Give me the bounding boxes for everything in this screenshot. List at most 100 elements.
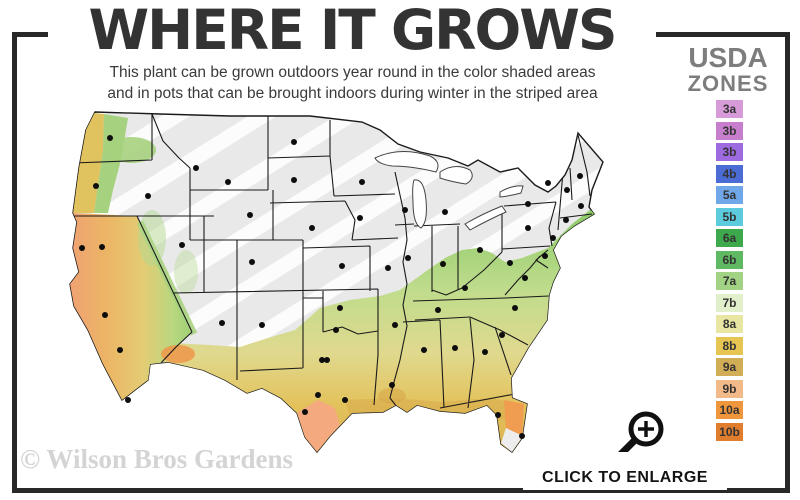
zone-chip-10b-15: 10b	[716, 422, 743, 441]
city-dot	[315, 392, 321, 398]
city-dot	[117, 347, 123, 353]
louisiana-gold	[378, 388, 406, 404]
subtitle-line-1: This plant can be grown outdoors year ro…	[109, 64, 596, 81]
city-dot	[385, 265, 391, 271]
city-dot	[563, 217, 569, 223]
city-dot	[389, 382, 395, 388]
city-dot	[421, 347, 427, 353]
zone-chip-4b-3: 4b	[716, 164, 743, 183]
city-dot	[577, 173, 583, 179]
watermark-copyright: © Wilson Bros Gardens	[20, 444, 293, 474]
city-dot	[179, 242, 185, 248]
click-to-enlarge-label: CLICK TO ENLARGE	[542, 469, 708, 486]
city-dot	[291, 139, 297, 145]
lake-superior	[374, 151, 439, 173]
zone-chip-6a-6: 6a	[716, 229, 743, 247]
city-dot	[339, 263, 345, 269]
zone-chip-9a-12: 9a	[716, 358, 743, 376]
city-dot	[507, 260, 513, 266]
zone-chip-3b-2: 3b	[716, 143, 743, 161]
city-dot	[309, 225, 315, 231]
zone-chip-5a-4: 5a	[716, 186, 743, 204]
lake-erie	[464, 205, 507, 231]
city-dot	[324, 357, 330, 363]
lake-huron	[439, 166, 473, 185]
state-borders	[72, 113, 593, 409]
city-dot	[578, 203, 584, 209]
city-dot	[522, 275, 528, 281]
zone-chip-9b-13: 9b	[716, 379, 743, 398]
city-dot	[357, 215, 363, 221]
central-wa-green	[108, 137, 156, 163]
city-dot	[442, 209, 448, 215]
city-dot	[550, 235, 556, 241]
utah-green	[174, 250, 198, 294]
idaho-green	[138, 210, 166, 266]
city-dot	[319, 357, 325, 363]
city-dot	[145, 193, 151, 199]
city-dot	[435, 307, 441, 313]
subtitle: This plant can be grown outdoors year ro…	[20, 62, 685, 104]
city-dot	[225, 179, 231, 185]
zone-chip-7b-9: 7b	[716, 293, 743, 312]
city-dot	[102, 312, 108, 318]
city-dot	[337, 305, 343, 311]
city-dot	[219, 320, 225, 326]
city-dot	[247, 212, 253, 218]
lake-michigan	[412, 179, 427, 229]
city-dot	[125, 397, 131, 403]
city-dot	[333, 327, 339, 333]
city-dot	[392, 322, 398, 328]
city-dot	[405, 255, 411, 261]
click-to-enlarge-button[interactable]: CLICK TO ENLARGE	[523, 452, 727, 490]
city-dots	[79, 135, 584, 439]
city-dot	[107, 135, 113, 141]
city-dot	[302, 409, 308, 415]
zone-chip-10a-14: 10a	[716, 401, 743, 419]
city-dot	[402, 207, 408, 213]
city-dot	[342, 397, 348, 403]
city-dot	[525, 225, 531, 231]
lake-ontario	[499, 185, 524, 198]
title-block: WHERE IT GROWS	[48, 0, 656, 60]
zone-chip-3b-1: 3b	[716, 121, 743, 140]
city-dot	[359, 179, 365, 185]
central-florida-orange	[504, 400, 524, 436]
city-dot	[477, 247, 483, 253]
zone-chip-3a-0: 3a	[716, 100, 743, 118]
city-dot	[93, 183, 99, 189]
legend-title-usda: USDA	[688, 42, 768, 73]
city-dot	[545, 180, 551, 186]
city-dot	[259, 322, 265, 328]
south-florida-pale	[501, 428, 523, 452]
zone-legend: 3a 3b 3b 4b 5a 5b 6a 6b 7a 7b 8a 8b 9a 9b 10a 10b	[716, 100, 743, 444]
legend-title: USDA ZONES	[678, 44, 778, 96]
nw-inland-green	[94, 114, 128, 213]
subtitle-line-2: and in pots that can be brought indoors …	[107, 85, 598, 102]
great-lakes	[374, 151, 524, 231]
zone-chip-7a-8: 7a	[716, 272, 743, 290]
city-dot	[99, 244, 105, 250]
city-dot	[79, 245, 85, 251]
page-title: WHERE IT GROWS	[88, 0, 618, 62]
city-dot	[462, 285, 468, 291]
city-dot	[495, 412, 501, 418]
city-dot	[525, 201, 531, 207]
city-dot	[193, 165, 199, 171]
city-dot	[482, 349, 488, 355]
city-dot	[452, 345, 458, 351]
city-dot	[499, 332, 505, 338]
city-dot	[542, 253, 548, 259]
city-dot	[249, 259, 255, 265]
city-dot	[564, 187, 570, 193]
zone-chip-5b-5: 5b	[716, 207, 743, 226]
zone-chip-8b-11: 8b	[716, 336, 743, 355]
city-dot	[291, 177, 297, 183]
city-dot	[519, 433, 525, 439]
legend-title-zones: ZONES	[687, 71, 769, 96]
zone-chip-8a-10: 8a	[716, 315, 743, 333]
zone-chip-6b-7: 6b	[716, 250, 743, 269]
arizona-orange	[161, 345, 195, 363]
